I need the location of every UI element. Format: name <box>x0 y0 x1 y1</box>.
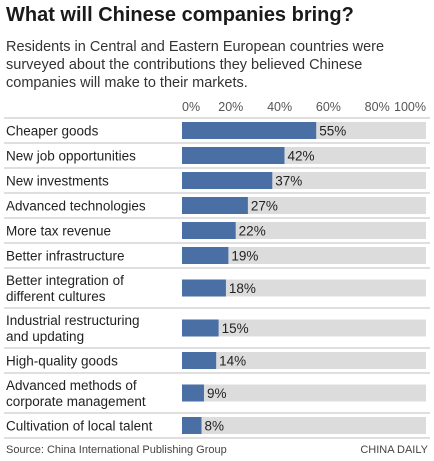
category-label: Industrial restructuring <box>6 313 140 328</box>
source-note: Source: China International Publishing G… <box>6 444 227 456</box>
value-label: 15% <box>222 321 249 336</box>
x-tick-label: 60% <box>316 100 341 114</box>
x-tick-label: 80% <box>365 100 390 114</box>
category-label: New job opportunities <box>6 149 136 164</box>
value-label: 18% <box>229 281 256 296</box>
category-label: Cultivation of local talent <box>6 419 153 434</box>
value-label: 22% <box>239 224 266 239</box>
bar <box>182 384 204 402</box>
category-label: New investments <box>6 174 109 189</box>
bar-track <box>182 247 426 264</box>
bar-track <box>182 352 426 369</box>
category-label: Better infrastructure <box>6 249 125 264</box>
x-tick-label: 40% <box>267 100 292 114</box>
value-label: 42% <box>287 149 314 164</box>
category-label: Cheaper goods <box>6 124 99 139</box>
value-label: 9% <box>207 386 227 401</box>
bar-track <box>182 417 426 434</box>
bar <box>182 319 219 337</box>
category-label: and updating <box>6 329 84 344</box>
bar <box>182 197 248 214</box>
category-label: Better integration of <box>6 273 124 288</box>
value-label: 27% <box>251 199 278 214</box>
value-label: 14% <box>219 354 246 369</box>
x-tick-label: 100% <box>394 100 426 114</box>
chart-title: What will Chinese companies bring? <box>6 4 354 26</box>
bar <box>182 417 202 434</box>
publisher-credit: CHINA DAILY <box>360 444 428 456</box>
category-label: More tax revenue <box>6 224 111 239</box>
bar <box>182 279 226 297</box>
category-label: Advanced technologies <box>6 199 146 214</box>
bar <box>182 352 217 369</box>
category-label: different cultures <box>6 289 106 304</box>
value-label: 37% <box>275 174 302 189</box>
x-tick-label: 0% <box>182 100 200 114</box>
bar <box>182 247 229 264</box>
category-label: High-quality goods <box>6 354 118 369</box>
bar-track <box>182 222 426 239</box>
value-label: 19% <box>231 249 258 264</box>
value-label: 8% <box>205 419 225 434</box>
value-label: 55% <box>319 124 346 139</box>
bar <box>182 122 317 139</box>
bar-track <box>182 384 426 402</box>
bar-track <box>182 279 426 297</box>
x-tick-label: 20% <box>218 100 243 114</box>
bar <box>182 147 285 164</box>
category-label: corporate management <box>6 394 146 409</box>
chart-subtitle: Residents in Central and Eastern Europea… <box>6 39 385 91</box>
bar <box>182 172 273 189</box>
bar-track <box>182 319 426 337</box>
category-label: Advanced methods of <box>6 378 137 393</box>
bar <box>182 222 236 239</box>
